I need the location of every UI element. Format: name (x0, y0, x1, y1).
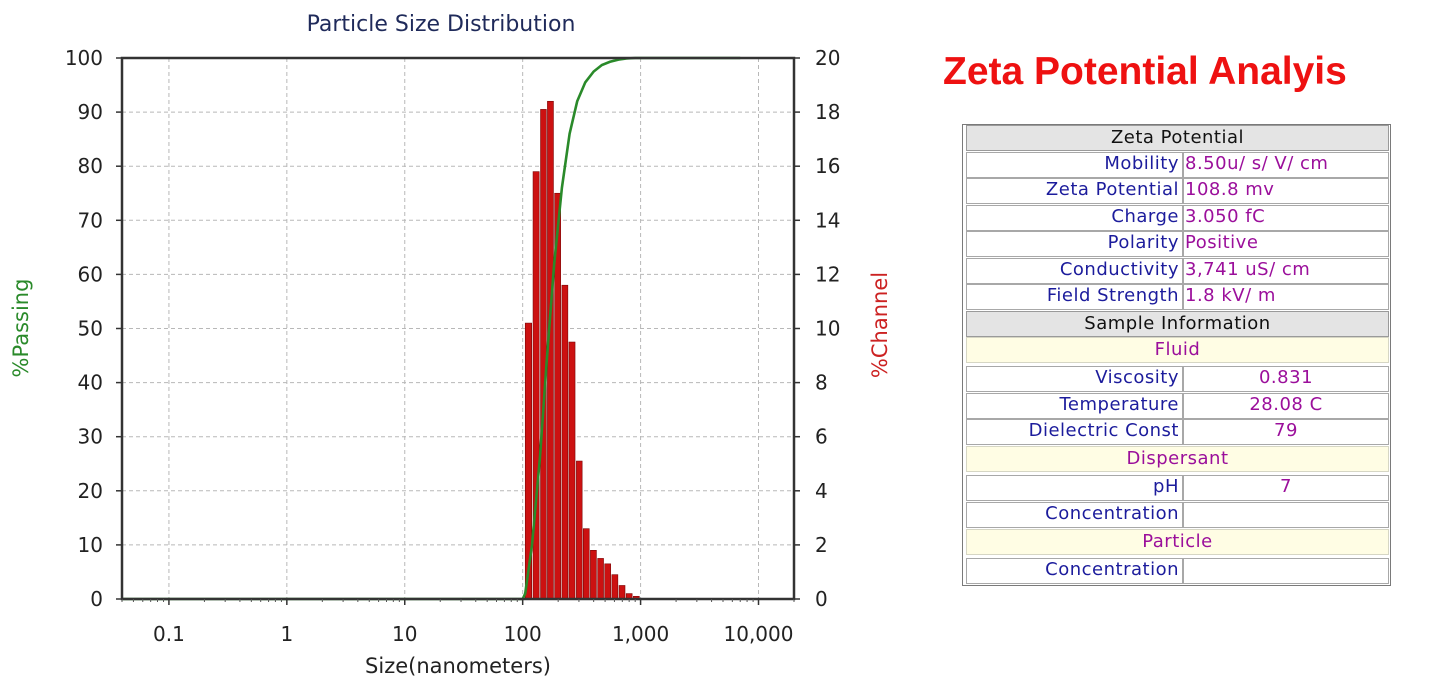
y-left-tick-label: 50 (78, 317, 103, 341)
row-value: 0.831 (1183, 366, 1389, 392)
table-row: Concentration (966, 502, 1389, 528)
y-left-tick-label: 20 (78, 479, 103, 503)
x-tick-label: 10 (392, 622, 417, 646)
channel-bar (568, 341, 576, 600)
y-left-tick-label: 60 (78, 262, 103, 286)
y-right-tick-label: 14 (815, 208, 840, 232)
row-value: 3.050 fC (1183, 205, 1389, 231)
channel-bar (597, 558, 604, 600)
y-left-tick-label: 90 (78, 100, 103, 124)
channel-bar (618, 585, 626, 600)
row-label: Concentration (966, 558, 1183, 584)
x-tick-label: 10,000 (724, 622, 794, 646)
channel-bar (576, 460, 583, 600)
table-row: Charge 3.050 fC (966, 205, 1389, 231)
row-label: Charge (966, 205, 1183, 231)
row-value: 8.50u/ s/ V/ cm (1183, 152, 1389, 178)
channel-bar (582, 528, 590, 600)
row-value: 7 (1183, 475, 1389, 501)
y-right-tick-label: 20 (815, 46, 840, 70)
row-value: 3,741 uS/ cm (1183, 258, 1389, 284)
y-right-tick-label: 8 (815, 371, 828, 395)
table-row: Dielectric Const 79 (966, 419, 1389, 445)
zeta-table: Zeta Potential Mobility 8.50u/ s/ V/ cm … (962, 124, 1391, 586)
row-value: 28.08 C (1183, 393, 1389, 419)
y-right-axis-title: %Channel (868, 272, 892, 378)
x-tick-label: 0.1 (153, 622, 185, 646)
y-right-tick-label: 6 (815, 425, 828, 449)
row-label: Mobility (966, 152, 1183, 178)
ticks-layer: 0.1 1 10 100 1,000 10,00001020304050607080901… (65, 46, 841, 646)
particle-size-chart: Particle Size Distribution 0.1 1 10 100 1,00… (9, 12, 892, 678)
x-tick-label: 100 (504, 622, 542, 646)
channel-bar (561, 284, 569, 600)
table-row: Field Strength 1.8 kV/ m (966, 284, 1389, 310)
dispersant-header: Dispersant (966, 446, 1389, 472)
chart-svg: Particle Size Distribution 0.1 1 10 100 1,00… (9, 12, 892, 678)
chart-title: Particle Size Distribution (307, 12, 576, 37)
row-value: Positive (1183, 231, 1389, 257)
row-label: Dielectric Const (966, 419, 1183, 445)
row-label: pH (966, 475, 1183, 501)
table-row: Polarity Positive (966, 231, 1389, 257)
table-row: Mobility 8.50u/ s/ V/ cm (966, 152, 1389, 178)
channel-bar (611, 574, 619, 600)
row-label: Zeta Potential (966, 178, 1183, 204)
channel-bar (590, 550, 597, 600)
row-label: Temperature (966, 393, 1183, 419)
y-right-tick-label: 0 (815, 587, 828, 611)
y-right-tick-label: 18 (815, 100, 840, 124)
row-label: Viscosity (966, 366, 1183, 392)
row-label: Conductivity (966, 258, 1183, 284)
y-right-tick-label: 2 (815, 533, 828, 557)
y-right-tick-label: 16 (815, 154, 840, 178)
row-value (1183, 558, 1389, 584)
y-left-tick-label: 70 (78, 208, 103, 232)
y-right-tick-label: 12 (815, 262, 840, 286)
fluid-header: Fluid (966, 337, 1389, 363)
row-value (1183, 502, 1389, 528)
table-row: Temperature 28.08 C (966, 393, 1389, 419)
table-row: Viscosity 0.831 (966, 366, 1389, 392)
y-left-tick-label: 80 (78, 154, 103, 178)
y-left-tick-label: 40 (78, 371, 103, 395)
table-row: Conductivity 3,741 uS/ cm (966, 258, 1389, 284)
sample-info-header: Sample Information (966, 311, 1389, 337)
bars-layer (524, 100, 640, 600)
table-row: Concentration (966, 558, 1389, 584)
y-left-tick-label: 30 (78, 425, 103, 449)
y-left-tick-label: 0 (90, 587, 103, 611)
table-row: pH 7 (966, 475, 1389, 501)
grid-layer (122, 58, 794, 599)
row-label: Polarity (966, 231, 1183, 257)
channel-bar (540, 109, 547, 600)
y-left-axis-title: %Passing (9, 279, 33, 378)
x-tick-label: 1,000 (612, 622, 669, 646)
y-left-tick-label: 100 (65, 46, 103, 70)
row-label: Field Strength (966, 284, 1183, 310)
row-value: 108.8 mv (1183, 178, 1389, 204)
row-value: 79 (1183, 419, 1389, 445)
y-right-tick-label: 4 (815, 479, 828, 503)
y-right-tick-label: 10 (815, 317, 840, 341)
row-value: 1.8 kV/ m (1183, 284, 1389, 310)
zeta-title: Zeta Potential Analyis (943, 50, 1347, 93)
channel-bar (604, 563, 611, 600)
row-label: Concentration (966, 502, 1183, 528)
x-axis-title: Size(nanometers) (365, 654, 551, 678)
x-tick-label: 1 (280, 622, 293, 646)
table-row: Zeta Potential 108.8 mv (966, 178, 1389, 204)
y-left-tick-label: 10 (78, 533, 103, 557)
particle-header: Particle (966, 529, 1389, 555)
zeta-header: Zeta Potential (966, 125, 1389, 151)
